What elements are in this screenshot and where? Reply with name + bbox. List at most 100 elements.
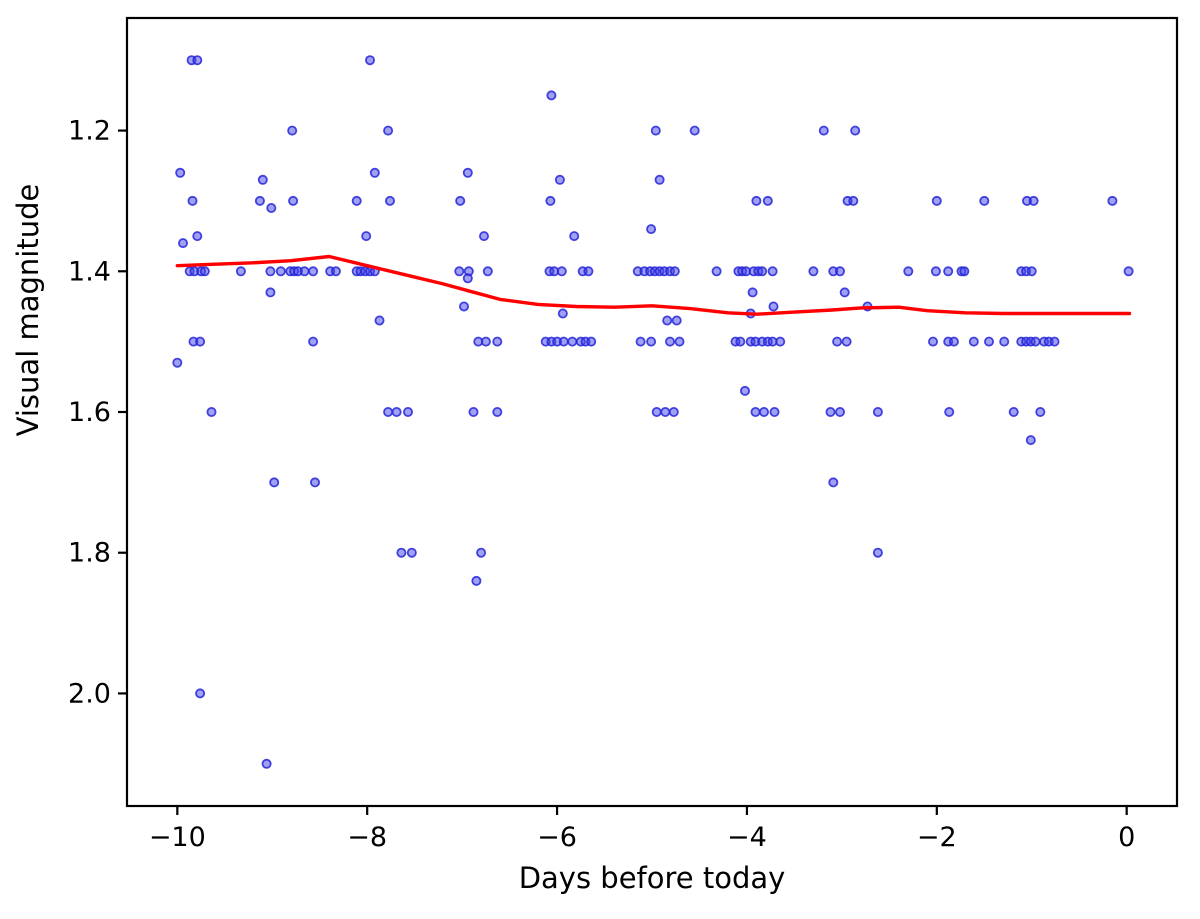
data-point xyxy=(759,406,770,417)
data-point xyxy=(665,336,676,347)
data-point xyxy=(308,266,319,277)
data-point xyxy=(825,406,836,417)
data-point xyxy=(492,336,503,347)
data-point xyxy=(569,231,580,242)
data-point xyxy=(269,477,280,488)
data-point xyxy=(309,477,320,488)
data-point xyxy=(747,287,758,298)
x-axis-label: Days before today xyxy=(519,861,786,895)
data-point xyxy=(361,231,372,242)
data-point xyxy=(369,167,380,178)
x-tick-label: −6 xyxy=(537,822,577,853)
data-point xyxy=(835,266,846,277)
data-point xyxy=(468,406,479,417)
data-point xyxy=(187,195,198,206)
data-point xyxy=(959,266,970,277)
data-point xyxy=(254,195,265,206)
x-tick-label: −4 xyxy=(727,822,767,853)
y-tick-label: 1.8 xyxy=(68,538,111,569)
data-point xyxy=(646,336,657,347)
data-point xyxy=(662,315,673,326)
data-point xyxy=(455,195,466,206)
data-point xyxy=(944,406,955,417)
data-point xyxy=(545,195,556,206)
data-point xyxy=(364,55,375,66)
data-point xyxy=(396,547,407,558)
data-point xyxy=(546,90,557,101)
data-point xyxy=(850,125,861,136)
data-point xyxy=(660,406,671,417)
data-point xyxy=(750,406,761,417)
data-point xyxy=(480,336,491,347)
data-point xyxy=(383,406,394,417)
data-point xyxy=(492,406,503,417)
data-point xyxy=(1030,336,1041,347)
data-point xyxy=(775,336,786,347)
scatter-points xyxy=(172,55,1134,769)
data-point xyxy=(674,336,685,347)
y-tick-label: 1.2 xyxy=(68,116,111,147)
data-point xyxy=(287,125,298,136)
data-point xyxy=(554,174,565,185)
data-point xyxy=(903,266,914,277)
data-point xyxy=(646,224,657,235)
data-point xyxy=(668,406,679,417)
data-point xyxy=(841,336,852,347)
data-point xyxy=(199,266,210,277)
data-point xyxy=(767,266,778,277)
data-point xyxy=(175,167,186,178)
data-point xyxy=(330,266,341,277)
data-point xyxy=(689,125,700,136)
data-point xyxy=(471,575,482,586)
data-point xyxy=(206,406,217,417)
data-point xyxy=(383,125,394,136)
data-point xyxy=(968,336,979,347)
trend-line xyxy=(175,254,1132,316)
data-point xyxy=(1049,336,1060,347)
data-point xyxy=(979,195,990,206)
data-point xyxy=(265,266,276,277)
data-point xyxy=(402,406,413,417)
x-tick-label: −10 xyxy=(149,822,206,853)
data-point xyxy=(651,406,662,417)
x-tick-label: −2 xyxy=(917,822,957,853)
data-point xyxy=(928,336,939,347)
data-point xyxy=(406,547,417,558)
data-point xyxy=(586,336,597,347)
y-tick-label: 2.0 xyxy=(68,678,111,709)
data-point xyxy=(835,406,846,417)
data-point xyxy=(848,195,859,206)
data-point xyxy=(257,174,268,185)
data-point xyxy=(1008,406,1019,417)
data-point xyxy=(948,336,959,347)
data-point xyxy=(482,266,493,277)
data-point xyxy=(931,195,942,206)
data-point xyxy=(195,688,206,699)
data-point xyxy=(384,195,395,206)
data-point xyxy=(458,301,469,312)
y-axis-label: Visual magnitude xyxy=(11,184,45,437)
data-point xyxy=(1035,406,1046,417)
data-point xyxy=(462,273,473,284)
y-tick-label: 1.6 xyxy=(68,397,111,428)
trend-line-group xyxy=(175,254,1132,316)
data-point xyxy=(558,336,569,347)
data-point xyxy=(711,266,722,277)
data-point xyxy=(740,385,751,396)
data-point xyxy=(839,287,850,298)
data-point xyxy=(556,266,567,277)
data-point xyxy=(635,336,646,347)
data-point xyxy=(172,357,183,368)
data-point xyxy=(999,336,1010,347)
data-point xyxy=(192,231,203,242)
data-point xyxy=(266,202,277,213)
data-point xyxy=(828,477,839,488)
data-point xyxy=(374,315,385,326)
data-point xyxy=(808,266,819,277)
data-point xyxy=(872,547,883,558)
data-point xyxy=(751,195,762,206)
data-point xyxy=(308,336,319,347)
data-point xyxy=(762,195,773,206)
data-point xyxy=(478,231,489,242)
